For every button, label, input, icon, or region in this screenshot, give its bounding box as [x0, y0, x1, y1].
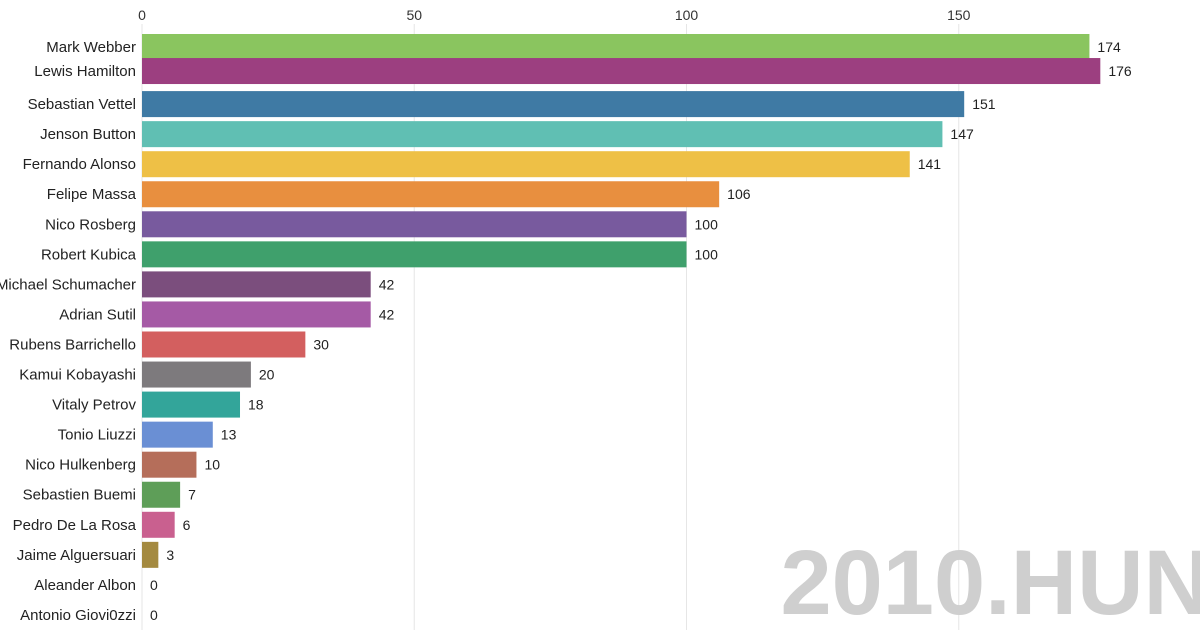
value-label-2: 151: [972, 96, 996, 112]
value-label-8: 42: [379, 276, 395, 292]
category-label-2: Sebastian Vettel: [28, 96, 136, 113]
bar-4: [142, 151, 910, 178]
bar-17: [142, 541, 159, 568]
x-tick-label-150: 150: [947, 7, 971, 23]
category-label-0: Mark Webber: [46, 39, 136, 56]
value-label-15: 7: [188, 487, 196, 503]
bar-5: [142, 181, 720, 208]
category-label-5: Felipe Massa: [47, 186, 137, 203]
x-tick-label-50: 50: [406, 7, 422, 23]
bar-3: [142, 121, 943, 148]
bars: [142, 34, 1101, 568]
value-label-13: 13: [221, 427, 237, 443]
value-label-17: 3: [166, 547, 174, 563]
value-label-3: 147: [950, 126, 974, 142]
bar-11: [142, 361, 251, 388]
x-tick-label-0: 0: [138, 7, 146, 23]
value-label-6: 100: [695, 216, 719, 232]
bar-0: [142, 34, 1090, 60]
x-tick-label-100: 100: [675, 7, 699, 23]
category-label-10: Rubens Barrichello: [9, 336, 136, 353]
bar-7: [142, 241, 687, 268]
category-label-17: Jaime Alguersuari: [17, 547, 136, 564]
category-label-19: Antonio Giovi0zzi: [20, 607, 136, 624]
bar-15: [142, 481, 181, 508]
value-labels: 1741761511471411061001004242302018131076…: [150, 39, 1132, 623]
category-label-7: Robert Kubica: [41, 246, 137, 263]
value-label-14: 10: [204, 457, 220, 473]
value-label-5: 106: [727, 186, 751, 202]
category-label-3: Jenson Button: [40, 126, 136, 143]
category-label-12: Vitaly Petrov: [52, 397, 136, 414]
category-label-13: Tonio Liuzzi: [58, 427, 136, 444]
bar-14: [142, 451, 197, 478]
bar-2: [142, 91, 965, 118]
value-label-18: 0: [150, 577, 158, 593]
bar-9: [142, 301, 371, 328]
bar-13: [142, 421, 213, 448]
value-label-16: 6: [183, 517, 191, 533]
category-label-16: Pedro De La Rosa: [13, 517, 137, 534]
bar-16: [142, 511, 175, 538]
category-label-6: Nico Rosberg: [45, 216, 136, 233]
category-label-15: Sebastien Buemi: [23, 487, 136, 504]
category-label-14: Nico Hulkenberg: [25, 457, 136, 474]
category-labels: Mark Webber Lewis Hamilton Sebastian Vette…: [0, 39, 137, 624]
value-label-7: 100: [695, 246, 719, 262]
value-label-1: 176: [1108, 63, 1132, 79]
category-label-11: Kamui Kobayashi: [19, 367, 136, 384]
category-label-4: Fernando Alonso: [23, 156, 136, 173]
bar-8: [142, 271, 371, 298]
value-label-11: 20: [259, 367, 275, 383]
bar-12: [142, 391, 241, 418]
value-label-10: 30: [313, 336, 329, 352]
category-label-1: Lewis Hamilton: [34, 63, 136, 80]
bar-6: [142, 211, 687, 238]
value-label-19: 0: [150, 607, 158, 623]
bar-10: [142, 331, 306, 358]
category-label-8: Michael Schumacher: [0, 276, 136, 293]
value-label-12: 18: [248, 397, 264, 413]
value-label-9: 42: [379, 306, 395, 322]
category-label-18: Aleander Albon: [34, 577, 136, 594]
bar-1: [142, 58, 1101, 85]
value-label-4: 141: [918, 156, 942, 172]
value-label-0: 174: [1097, 39, 1121, 55]
period-watermark: 2010.HUN: [780, 532, 1200, 630]
category-label-9: Adrian Sutil: [59, 306, 136, 323]
x-axis-ticks: 0 50 100 150: [138, 7, 971, 23]
